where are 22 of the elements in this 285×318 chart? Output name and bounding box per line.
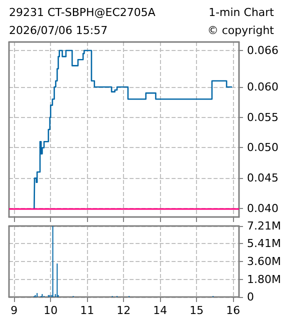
x-tick-label: 10 — [44, 304, 58, 317]
y-tick-label: 0.050 — [247, 141, 278, 154]
x-tick-label: 14 — [153, 304, 168, 317]
y-tick-label: 3.60M — [247, 255, 281, 268]
chart-title: 29231 CT-SBPH@EC2705A — [9, 6, 156, 19]
y-tick-label: 0.055 — [247, 110, 278, 124]
y-tick-label: 1.80M — [247, 272, 281, 286]
x-tick-label: 16 — [226, 304, 240, 317]
x-tick-label: 15 — [190, 304, 204, 317]
text: 2026/07/06 15:57 — [9, 24, 108, 37]
y-tick-label: 5.41M — [247, 237, 281, 250]
y-tick-label: 7.21M — [247, 220, 281, 232]
x-tick-label: 11 — [80, 304, 94, 317]
x-tick-label: 12 — [116, 304, 131, 317]
x-tick-label: 9 — [10, 304, 18, 317]
y-tick-label: 0.060 — [247, 80, 278, 94]
y-tick-label: 0 — [247, 290, 254, 304]
y-tick-label: 0.040 — [247, 202, 278, 215]
y-tick-label: 0.066 — [247, 44, 278, 58]
text: © copyright — [207, 24, 275, 37]
chart-subtitle: 1-min Chart — [208, 6, 275, 19]
y-tick-label: 0.045 — [247, 172, 278, 185]
